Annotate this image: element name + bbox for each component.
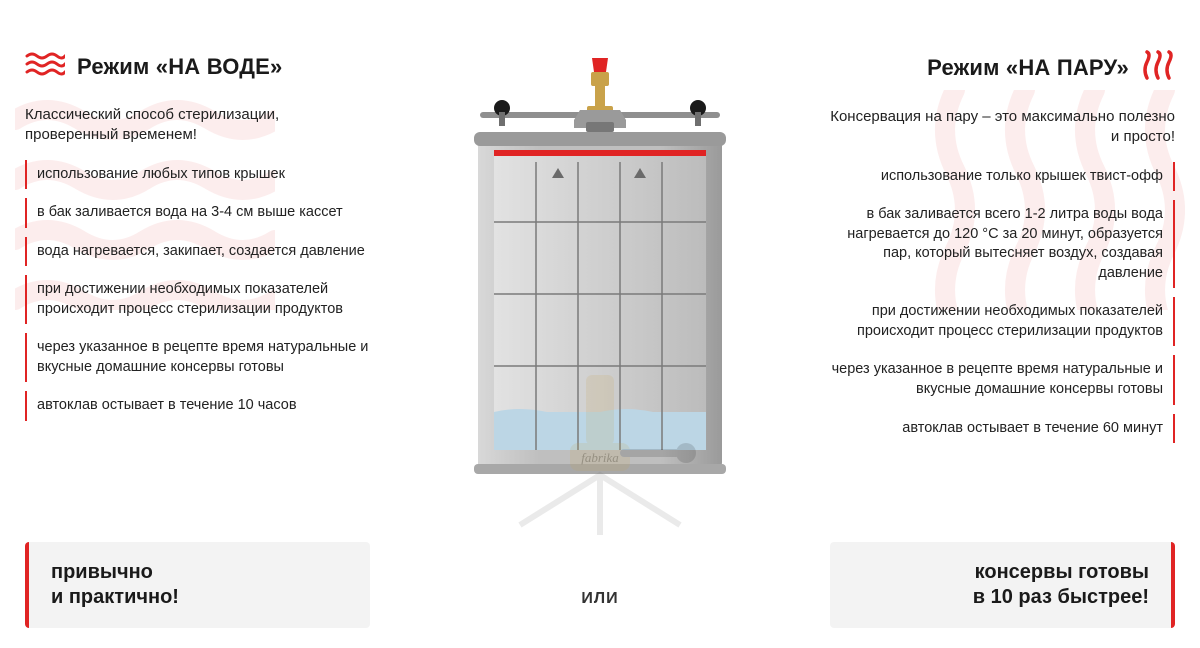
point-water-0: использование любых типов крышек	[25, 160, 370, 190]
point-water-4: через указанное в рецепте время натураль…	[25, 333, 370, 382]
point-water-1: в бак заливается вода на 3-4 см выше кас…	[25, 198, 370, 228]
safety-valve	[587, 58, 613, 114]
faded-valve-bg	[500, 365, 700, 550]
callout-water: привычнои практично!	[25, 542, 370, 628]
steam-icon	[1141, 50, 1175, 85]
point-steam-2: при достижении необходимых показателей п…	[830, 297, 1175, 346]
point-steam-0: использование только крышек твист-офф	[881, 162, 1175, 192]
mode-header-water: Режим «НА ВОДЕ»	[25, 50, 370, 83]
mode-title-water: Режим «НА ВОДЕ»	[77, 54, 282, 80]
autoclave-illustration: fabrika	[440, 50, 760, 520]
waves-icon	[25, 50, 65, 83]
point-steam-3: через указанное в рецепте время натураль…	[830, 355, 1175, 404]
point-water-3: при достижении необходимых показателей п…	[25, 275, 370, 324]
point-water-2: вода нагревается, закипает, создается да…	[25, 237, 370, 267]
point-steam-1: в бак заливается всего 1-2 литра воды во…	[830, 200, 1175, 288]
point-water-5: автоклав остывает в течение 10 часов	[25, 391, 370, 421]
point-steam-4: автоклав остывает в течение 60 минут	[902, 414, 1175, 444]
mode-header-steam: Режим «НА ПАРУ»	[927, 50, 1175, 85]
mode-title-steam: Режим «НА ПАРУ»	[927, 55, 1129, 81]
callout-steam: консервы готовыв 10 раз быстрее!	[830, 542, 1175, 628]
intro-water: Классический способ стерилизации, провер…	[25, 105, 370, 146]
intro-steam: Консервация на пару – это максимально по…	[830, 107, 1175, 148]
or-label: ИЛИ	[581, 590, 618, 608]
